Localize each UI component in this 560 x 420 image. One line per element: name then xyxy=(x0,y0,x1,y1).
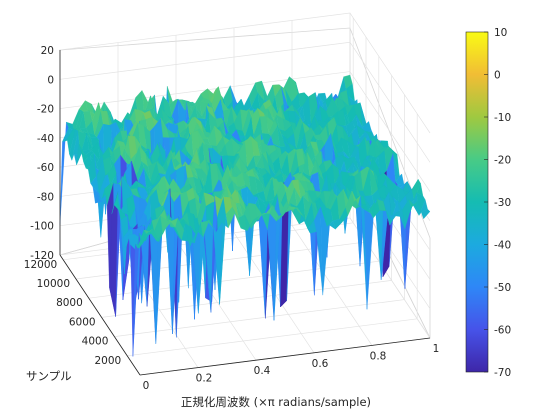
colorbar-tick-label: -70 xyxy=(494,367,511,379)
colorbar-tick-label: 0 xyxy=(494,70,501,82)
colorbar-tick-label: -20 xyxy=(494,155,511,167)
z-tick-label: -100 xyxy=(30,221,54,233)
colorbar-tick-label: -40 xyxy=(494,240,511,252)
axis-lines xyxy=(59,50,431,376)
y-tick-label: 8000 xyxy=(56,297,83,309)
colorbar-tick-label: -50 xyxy=(494,282,511,294)
x-tick-label: 1 xyxy=(433,343,440,355)
y-tick-label: 2000 xyxy=(94,355,121,367)
y-tick-label: 10000 xyxy=(37,278,70,290)
colorbar-tick-label: 10 xyxy=(494,27,507,39)
surface-patch xyxy=(364,209,374,310)
z-tick-labels: 20 0 -20 -40 -60 -80 -100 -120 xyxy=(30,45,54,262)
colorbar-tick-label: -10 xyxy=(494,112,511,124)
y-axis-line xyxy=(59,254,141,376)
x-tick-label: 0 xyxy=(143,380,150,392)
surface-plot xyxy=(59,74,431,357)
x-tick-label: 0.6 xyxy=(312,358,329,370)
z-tick-label: -80 xyxy=(37,191,54,203)
y-tick-label: 12000 xyxy=(24,259,57,271)
z-tick-label: -40 xyxy=(37,133,54,145)
x-tick-label: 0.2 xyxy=(196,373,213,385)
y-gridline xyxy=(88,56,380,299)
x-tick-label: 0.4 xyxy=(254,365,271,377)
z-tick-label: -60 xyxy=(37,162,54,174)
z-tick-label: 0 xyxy=(47,74,54,86)
y-tick-labels: 2000 4000 6000 8000 10000 12000 xyxy=(24,259,121,367)
y-tick-label: 6000 xyxy=(69,316,96,328)
colorbar-tick-label: -60 xyxy=(494,325,511,337)
x-axis-line xyxy=(139,337,431,376)
x-tick-labels: 0 0.2 0.4 0.6 0.8 1 xyxy=(143,343,440,392)
surface-patch xyxy=(421,209,431,219)
x-axis-label: 正規化周波数 (×π radians/sample) xyxy=(181,395,371,409)
colorbar-tick-label: -30 xyxy=(494,197,511,209)
z-tick-label: -120 xyxy=(30,250,54,262)
colorbar-tick-labels: 10 0 -10 -20 -30 -40 -50 -60 -70 xyxy=(484,27,511,379)
x-tick-label: 0.8 xyxy=(370,350,387,362)
y-gridline xyxy=(114,94,405,337)
y-axis-label: サンプル xyxy=(26,369,72,383)
y-tick-label: 4000 xyxy=(82,336,109,348)
z-tick-label: 20 xyxy=(41,45,54,57)
z-tick-label: -20 xyxy=(37,104,54,116)
